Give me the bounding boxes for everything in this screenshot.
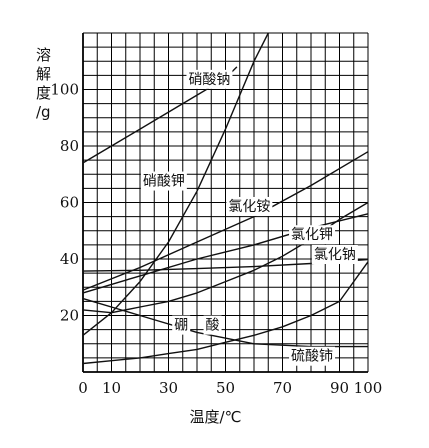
- x-tick-label: 10: [102, 379, 121, 397]
- series-label-background: [289, 225, 336, 245]
- tick-labels: 0 10 30 50 70 90 100 20 40 60 80 100: [50, 81, 382, 398]
- y-tick-label: 80: [60, 137, 79, 155]
- y-tick-label: 60: [60, 194, 79, 212]
- series-label: 硼: [174, 318, 188, 334]
- x-tick-label: 70: [273, 379, 292, 397]
- y-axis-label: /g: [36, 103, 51, 121]
- series-line: [82, 297, 368, 348]
- x-axis-label: 温度/℃: [190, 408, 242, 426]
- series-label: 硝酸钠: [188, 72, 230, 88]
- series-label: 氯化钠: [314, 247, 356, 263]
- x-tick-label: 50: [216, 379, 235, 397]
- series-label: 氯化钾: [291, 227, 333, 243]
- series-label: 硫酸铈: [291, 348, 333, 365]
- y-axis-label: 溶: [36, 46, 51, 64]
- series-label-background: [186, 69, 233, 89]
- series-label: 氯化铵: [228, 199, 270, 215]
- series-label-background: [226, 196, 273, 216]
- series-label: 硝酸钾: [143, 174, 185, 190]
- series-label: 酸: [206, 318, 220, 334]
- y-tick-label: 100: [50, 81, 79, 99]
- y-tick-label: 40: [60, 250, 79, 268]
- series-label-background: [140, 171, 187, 191]
- series-label-background: [289, 346, 336, 366]
- series-label-background: [203, 315, 222, 335]
- axis-titles: 溶解度/g 温度/℃: [36, 46, 241, 426]
- series-line: [82, 151, 369, 291]
- series-line: [82, 32, 269, 336]
- x-tick-label: 90: [330, 379, 349, 397]
- y-tick-label: 20: [60, 307, 79, 325]
- y-axis-label: 度: [36, 84, 51, 102]
- x-tick-label: 30: [159, 379, 178, 397]
- series-label-background: [172, 315, 191, 335]
- axes: [82, 33, 368, 373]
- y-axis-label: 解: [36, 65, 51, 83]
- series-line: [82, 261, 369, 365]
- series-label-background: [311, 245, 358, 264]
- x-tick-label: 100: [354, 379, 383, 397]
- x-tick-label: 0: [78, 379, 88, 397]
